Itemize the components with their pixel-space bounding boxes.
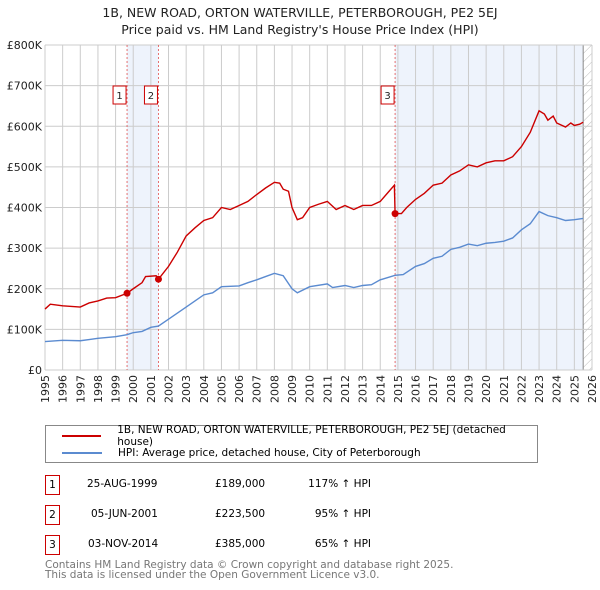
x-tick-label: 2010 [304, 375, 317, 403]
sale-price: £385,000 [215, 538, 266, 550]
x-tick-label: 2026 [586, 375, 599, 403]
footer-line-2: This data is licensed under the Open Gov… [45, 569, 380, 581]
chart-title: 1B, NEW ROAD, ORTON WATERVILLE, PETERBOR… [102, 5, 498, 20]
sale-label: 2 [148, 91, 154, 102]
x-tick-label: 2025 [568, 375, 581, 403]
x-tick-label: 2017 [427, 375, 440, 403]
chart-subtitle: Price paid vs. HM Land Registry's House … [121, 22, 479, 37]
sale-number: 3 [45, 535, 60, 555]
y-tick-label: £200K [7, 283, 43, 296]
sale-hpi: 95% ↑ HPI [314, 508, 371, 520]
sale-point [154, 275, 162, 283]
y-tick-label: £100K [7, 323, 43, 336]
x-tick-label: 2014 [374, 375, 387, 403]
sale-row: 3 03-NOV-2014 £385,000 65% ↑ HPI [45, 535, 545, 555]
sale-date: 03-NOV-2014 [88, 538, 159, 550]
sale-date: 05-JUN-2001 [91, 508, 158, 520]
x-tick-label: 2005 [215, 375, 228, 403]
x-tick-label: 2018 [445, 375, 458, 403]
x-tick-label: 1995 [39, 375, 52, 403]
x-tick-label: 2000 [127, 375, 140, 403]
x-tick-label: 2008 [268, 375, 281, 403]
sale-point [391, 210, 399, 218]
legend-label-hpi: HPI: Average price, detached house, City… [118, 447, 421, 459]
sale-point [123, 289, 131, 297]
y-tick-label: £500K [7, 161, 43, 174]
legend-swatch-hpi [62, 452, 102, 454]
sale-price: £223,500 [215, 508, 266, 520]
sale-price: £189,000 [215, 478, 266, 490]
y-tick-label: £600K [7, 120, 43, 133]
sale-row: 2 05-JUN-2001 £223,500 95% ↑ HPI [45, 505, 545, 525]
x-tick-label: 2011 [321, 375, 334, 403]
x-tick-label: 1996 [57, 375, 70, 403]
x-tick-label: 2003 [180, 375, 193, 403]
sale-label-box [112, 85, 127, 105]
x-tick-label: 1999 [110, 375, 123, 403]
sale-number: 1 [45, 475, 60, 495]
y-tick-label: £0 [28, 364, 42, 377]
x-tick-label: 2020 [480, 375, 493, 403]
x-tick-label: 2002 [163, 375, 176, 403]
footer: Contains HM Land Registry data © Crown c… [45, 559, 454, 581]
sale-label: 3 [384, 91, 390, 102]
sale-label-box [143, 85, 158, 105]
sale-date: 25-AUG-1999 [87, 478, 158, 490]
hpi-line [44, 210, 584, 343]
sale-number: 2 [45, 505, 60, 525]
sale-hpi: 117% ↑ HPI [308, 478, 371, 490]
y-tick-label: £700K [7, 80, 43, 93]
y-tick-label: £800K [7, 39, 43, 52]
x-tick-label: 1998 [92, 375, 105, 403]
x-tick-label: 2004 [198, 375, 211, 403]
legend: 1B, NEW ROAD, ORTON WATERVILLE, PETERBOR… [45, 424, 538, 463]
x-tick-label: 2012 [339, 375, 352, 403]
y-tick-label: £300K [7, 242, 43, 255]
plot-area: 1995 1996 1997 1998 1999 2000 2001 2002 2003 2004… [7, 39, 599, 403]
x-tick-label: 2023 [533, 375, 546, 403]
x-tick-label: 2015 [392, 375, 405, 403]
footer-line-1: Contains HM Land Registry data © Crown c… [45, 559, 454, 571]
legend-label-property: 1B, NEW ROAD, ORTON WATERVILLE, PETERBOR… [117, 424, 506, 448]
x-tick-label: 2021 [498, 375, 511, 403]
sale-label: 1 [116, 91, 122, 102]
x-tick-label: 2001 [145, 375, 158, 403]
x-tick-label: 2016 [410, 375, 423, 403]
sale-row: 1 25-AUG-1999 £189,000 117% ↑ HPI [45, 475, 545, 495]
y-tick-label: £400K [7, 202, 43, 215]
sale-hpi: 65% ↑ HPI [314, 538, 371, 550]
sale-label-box [380, 85, 395, 105]
x-tick-label: 2019 [462, 375, 475, 403]
x-tick-label: 2024 [551, 375, 564, 403]
x-tick-label: 2022 [515, 375, 528, 403]
x-tick-label: 2013 [357, 375, 370, 403]
property-line [44, 109, 584, 310]
x-tick-label: 2009 [286, 375, 299, 403]
x-tick-label: 2007 [251, 375, 264, 403]
x-tick-label: 1997 [74, 375, 87, 403]
x-tick-label: 2006 [233, 375, 246, 403]
legend-swatch-property [62, 435, 102, 437]
